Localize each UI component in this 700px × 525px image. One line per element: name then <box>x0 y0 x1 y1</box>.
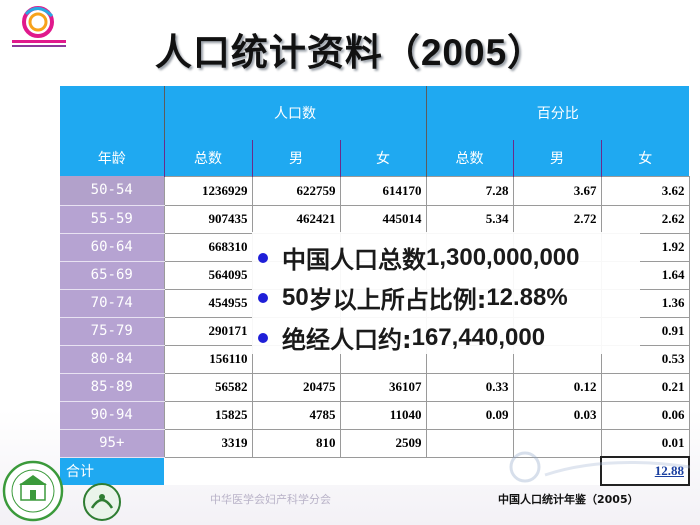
age-cell: 60-64 <box>60 233 164 262</box>
watermark-icon <box>509 451 691 483</box>
col-header-pct-female: 女 <box>600 140 689 176</box>
total-cell: 907435 <box>163 204 253 234</box>
footer-organization: 中华医学会妇产科学分会 <box>210 493 331 506</box>
pct-male-cell: 0.03 <box>512 400 602 430</box>
pct-total-cell: 0.09 <box>425 400 514 430</box>
footer-source: 中国人口统计年鉴（2005） <box>498 493 639 506</box>
conference-logo-icon <box>12 6 66 47</box>
male-cell: 20475 <box>251 372 341 402</box>
total-blank <box>164 457 601 485</box>
pct-male-cell: 2.72 <box>512 204 602 234</box>
col-header-pct-total: 总数 <box>425 140 513 176</box>
bullet-dot-icon <box>258 332 268 343</box>
table-row: 95+ 3319 810 2509 0.01 <box>60 428 690 458</box>
pct-female-cell: 0.21 <box>600 372 690 402</box>
male-cell: 4785 <box>251 400 341 430</box>
table-row: 85-89 56582 20475 36107 0.33 0.12 0.21 <box>60 372 690 402</box>
header-corner <box>60 86 164 140</box>
pct-female-cell: 3.62 <box>600 175 690 206</box>
group-header-percent: 百分比 <box>425 86 689 140</box>
age-cell: 90-94 <box>60 401 164 430</box>
total-cell: 668310 <box>163 232 253 262</box>
pct-total-cell: 5.34 <box>425 204 514 234</box>
hospital-seal-icon <box>2 460 64 522</box>
pct-female-cell: 2.62 <box>600 204 690 234</box>
age-cell: 65-69 <box>60 261 164 290</box>
summary-overlay: 中国人口总数 1,300,000,000 50 岁以上所占比例: 12.88% 绝… <box>252 232 640 354</box>
total-cell: 15825 <box>163 400 253 430</box>
pct-male-cell <box>512 428 602 458</box>
total-row: 合计 12.88 <box>60 456 690 486</box>
male-cell: 462421 <box>251 204 341 234</box>
female-cell: 11040 <box>339 400 427 430</box>
table-row: 90-94 15825 4785 11040 0.09 0.03 0.06 <box>60 400 690 430</box>
col-header-age: 年龄 <box>60 140 164 176</box>
pct-male-cell: 3.67 <box>512 175 602 206</box>
group-header-population: 人口数 <box>163 86 426 140</box>
pct-female-cell: 0.01 <box>600 428 690 458</box>
society-logo-icon <box>83 483 121 521</box>
total-cell: 1236929 <box>163 175 253 206</box>
pct-female-cell: 0.06 <box>600 400 690 430</box>
col-header-male: 男 <box>251 140 340 176</box>
summary-bullet-menopause: 绝经人口约: 167,440,000 <box>258 320 545 355</box>
total-cell: 156110 <box>163 344 253 374</box>
bullet-dot-icon <box>258 292 268 303</box>
summary-bullet-ratio: 50 岁以上所占比例: 12.88% <box>258 280 568 315</box>
page-title: 人口统计资料（2005） <box>154 30 546 74</box>
total-label: 合计 <box>60 457 164 485</box>
pct-total-cell <box>425 428 514 458</box>
pct-male-cell: 0.12 <box>512 372 602 402</box>
total-cell: 564095 <box>163 260 253 290</box>
total-cell: 3319 <box>163 428 253 458</box>
pct-total-cell: 0.33 <box>425 372 514 402</box>
bullet-dot-icon <box>258 252 268 263</box>
female-cell: 614170 <box>339 175 427 206</box>
table-row: 50-54 1236929 622759 614170 7.28 3.67 3.… <box>60 175 690 206</box>
age-cell: 85-89 <box>60 373 164 402</box>
total-cell: 56582 <box>163 372 253 402</box>
col-header-pct-male: 男 <box>512 140 601 176</box>
age-cell: 55-59 <box>60 205 164 234</box>
age-cell: 50-54 <box>60 176 164 206</box>
col-header-female: 女 <box>339 140 426 176</box>
age-cell: 80-84 <box>60 345 164 374</box>
female-cell: 445014 <box>339 204 427 234</box>
female-cell: 36107 <box>339 372 427 402</box>
total-cell: 454955 <box>163 288 253 318</box>
table-row: 55-59 907435 462421 445014 5.34 2.72 2.6… <box>60 204 690 234</box>
total-value: 12.88 <box>600 456 690 486</box>
age-cell: 70-74 <box>60 289 164 318</box>
male-cell: 810 <box>251 428 341 458</box>
pct-total-cell: 7.28 <box>425 175 514 206</box>
female-cell: 2509 <box>339 428 427 458</box>
age-cell: 95+ <box>60 429 164 458</box>
total-cell: 290171 <box>163 316 253 346</box>
summary-bullet-population: 中国人口总数 1,300,000,000 <box>258 240 579 275</box>
col-header-total: 总数 <box>163 140 252 176</box>
age-cell: 75-79 <box>60 317 164 346</box>
male-cell: 622759 <box>251 175 341 206</box>
